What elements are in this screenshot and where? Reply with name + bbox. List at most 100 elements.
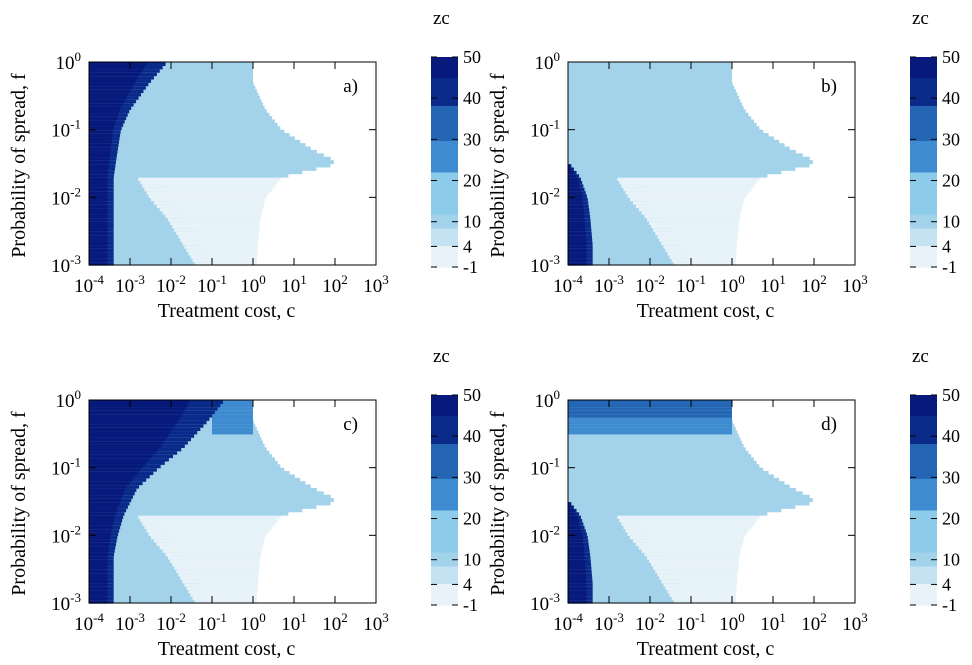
colorbar-segment — [431, 532, 458, 536]
colorbar-segment — [431, 190, 458, 194]
x-axis-title: Treatment cost, c — [637, 638, 775, 660]
colorbar-tick-label: 30 — [942, 129, 960, 149]
colorbar-segment — [431, 490, 458, 494]
x-tick-label: 10-3 — [115, 610, 145, 635]
x-tick-label: 100 — [719, 272, 745, 297]
colorbar-tick-label: 40 — [942, 426, 960, 446]
colorbar-segment — [910, 194, 937, 198]
colorbar-segment — [431, 131, 458, 135]
x-tick-label: 10-3 — [594, 272, 624, 297]
colorbar-segment — [431, 588, 458, 592]
colorbar-segment — [431, 504, 458, 508]
colorbar-segment — [910, 549, 937, 553]
colorbar-segment — [910, 257, 937, 261]
colorbar-segment — [431, 577, 458, 581]
colorbar-segment — [910, 92, 937, 96]
colorbar-segment — [910, 479, 937, 483]
colorbar-segment — [431, 110, 458, 114]
colorbar-segment — [431, 141, 458, 145]
colorbar-segment — [431, 99, 458, 103]
colorbar-title: zc — [912, 8, 929, 29]
colorbar-segment — [910, 570, 937, 574]
x-tick-label: 101 — [760, 272, 786, 297]
colorbar-segment — [431, 250, 458, 254]
x-axis-title: Treatment cost, c — [158, 638, 296, 660]
colorbar-tick-label: -1 — [463, 257, 478, 277]
colorbar-tick-label: 30 — [463, 467, 481, 487]
colorbar-tick-label: 10 — [942, 212, 960, 232]
colorbar-segment — [910, 416, 937, 420]
colorbar-segment — [431, 215, 458, 219]
colorbar-tick-label: 10 — [942, 550, 960, 570]
colorbar-segment — [910, 141, 937, 145]
colorbar-segment — [910, 521, 937, 525]
colorbar-segment — [431, 521, 458, 525]
y-tick-label: 10-3 — [530, 590, 560, 615]
colorbar-segment — [910, 402, 937, 406]
colorbar-segment — [431, 113, 458, 117]
colorbar-segment — [910, 598, 937, 602]
colorbar-title: zc — [912, 346, 929, 367]
colorbar-segment — [910, 486, 937, 490]
colorbar-segment — [431, 152, 458, 156]
colorbar-segment — [910, 539, 937, 543]
colorbar-segment — [910, 71, 937, 75]
y-tick-label: 10-1 — [530, 117, 560, 142]
colorbar-tick-label: -1 — [942, 595, 957, 615]
colorbar-segment — [910, 448, 937, 452]
colorbar-segment — [431, 127, 458, 131]
colorbar-segment — [910, 441, 937, 445]
colorbar-segment — [431, 145, 458, 149]
colorbar-segment — [910, 61, 937, 65]
panel-label: a) — [343, 76, 358, 97]
colorbar: 50 40 30 20 10 4-1 zc — [910, 346, 960, 615]
colorbar-segment — [910, 187, 937, 191]
colorbar-title: zc — [433, 346, 450, 367]
colorbar-segment — [431, 420, 458, 424]
colorbar-segment — [431, 570, 458, 574]
y-axis-title: Probability of spread, f — [487, 73, 509, 258]
y-tick-label: 10-1 — [51, 455, 81, 480]
colorbar-segment — [431, 430, 458, 434]
y-tick-label: 10-3 — [530, 252, 560, 277]
colorbar-segment — [910, 260, 937, 264]
x-tick-label: 10-4 — [553, 610, 583, 635]
colorbar-segment — [910, 155, 937, 159]
colorbar-segment — [431, 148, 458, 152]
colorbar-tick-label: 50 — [942, 385, 960, 405]
colorbar-tick-label: 20 — [942, 509, 960, 529]
colorbar-segment — [910, 563, 937, 567]
colorbar: 50 40 30 20 10 4-1 zc — [431, 346, 481, 615]
colorbar-tick-label: 40 — [942, 88, 960, 108]
x-tick-label: 103 — [842, 272, 868, 297]
y-tick-label: 10-2 — [530, 184, 560, 209]
colorbar-segment — [910, 553, 937, 557]
x-tick-label: 102 — [801, 610, 827, 635]
colorbar-segment — [431, 486, 458, 490]
colorbar-segment — [431, 155, 458, 159]
colorbar-segment — [431, 166, 458, 170]
colorbar-segment — [910, 176, 937, 180]
y-tick-label: 10-2 — [51, 522, 81, 547]
colorbar-segment — [910, 395, 937, 399]
colorbar: 50 40 30 20 10 4-1 zc — [910, 8, 960, 277]
x-tick-label: 100 — [240, 272, 266, 297]
colorbar-segment — [910, 451, 937, 455]
colorbar: 50 40 30 20 10 4-1 zc — [431, 8, 481, 277]
colorbar-segment — [431, 61, 458, 65]
colorbar-segment — [431, 448, 458, 452]
colorbar-segment — [910, 68, 937, 72]
colorbar-tick-label: 40 — [463, 88, 481, 108]
colorbar-segment — [431, 75, 458, 79]
panel-d: 10-4 10-3 10-2 10-1 100 101 102 10310-310-210-1… — [487, 346, 960, 660]
colorbar-segment — [910, 215, 937, 219]
colorbar-segment — [910, 239, 937, 243]
colorbar-segment — [910, 577, 937, 581]
colorbar-tick-label: 50 — [942, 47, 960, 67]
colorbar-segment — [431, 444, 458, 448]
colorbar-segment — [910, 82, 937, 86]
colorbar-segment — [910, 490, 937, 494]
colorbar-segment — [910, 127, 937, 131]
x-axis-title: Treatment cost, c — [158, 300, 296, 322]
colorbar-segment — [431, 159, 458, 163]
